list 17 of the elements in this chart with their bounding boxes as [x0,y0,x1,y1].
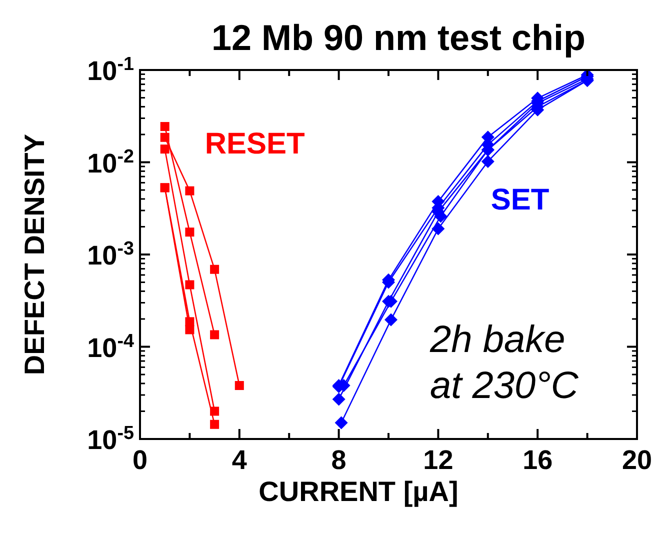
y-axis-title: DEFECT DENSITY [19,134,50,376]
x-tick-label: 8 [331,445,346,475]
x-tick-label: 20 [622,445,652,475]
y-tick-label: 10$^{-1}$ [87,54,134,86]
y-tick-label: 10$^{-4}$ [87,330,134,363]
annotation: 2h bake at 230°C [429,319,579,407]
x-tick-label: 12 [423,445,454,475]
series-label: RESET [204,127,305,160]
y-tick-label: 10$^{-5}$ [87,422,134,455]
y-tick-label: 10$^{-2}$ [87,146,134,178]
chart-title: 12 Mb 90 nm test chip [211,17,586,58]
series-label: SET [490,183,550,216]
y-tick-label: 10$^{-3}$ [87,238,134,270]
x-axis-title: CURRENT [µA] [258,476,458,507]
x-tick-label: 0 [132,445,148,475]
x-tick-label: 4 [232,445,247,475]
x-tick-label: 16 [522,445,553,475]
